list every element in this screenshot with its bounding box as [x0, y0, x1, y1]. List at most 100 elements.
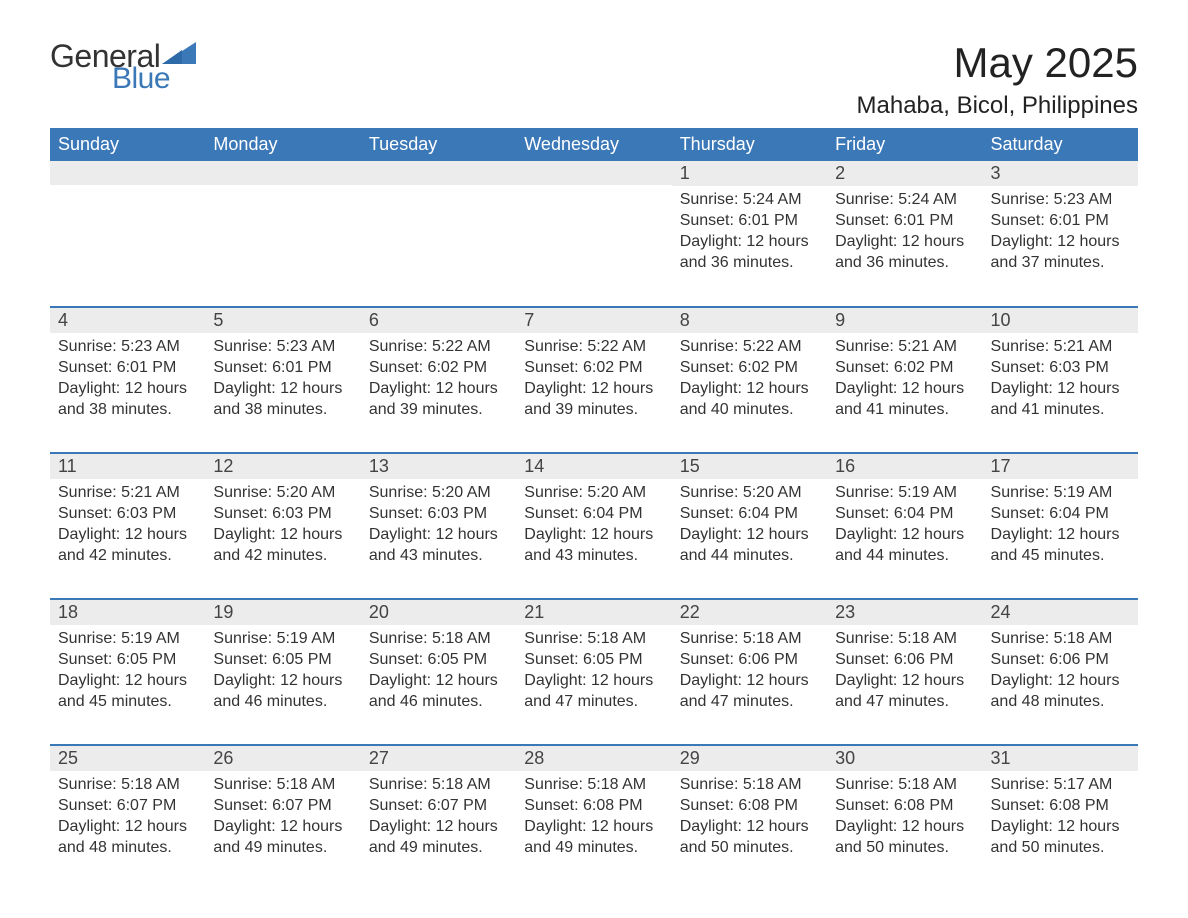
calendar-cell: 19Sunrise: 5:19 AMSunset: 6:05 PMDayligh…	[205, 599, 360, 745]
sunrise-text: Sunrise: 5:24 AM	[680, 190, 819, 211]
calendar-cell: 31 Sunrise: 5:17 AMSunset: 6:08 PMDayligh…	[983, 745, 1138, 891]
day-number: 15	[672, 454, 827, 479]
daylight-text: Daylight: 12 hours and 42 minutes.	[58, 525, 197, 567]
day-number: 26	[205, 746, 360, 771]
weekday-header: Wednesday	[516, 128, 671, 161]
sunrise-text: Sunrise: 5:19 AM	[58, 629, 197, 650]
daylight-text: Daylight: 12 hours and 47 minutes.	[524, 671, 663, 713]
daylight-text: Daylight: 12 hours and 46 minutes.	[369, 671, 508, 713]
month-title: May 2025	[857, 40, 1139, 86]
calendar-cell	[50, 161, 205, 307]
daylight-text: Daylight: 12 hours and 45 minutes.	[991, 525, 1130, 567]
sunset-text: Sunset: 6:01 PM	[213, 358, 352, 379]
calendar-row: 1Sunrise: 5:24 AMSunset: 6:01 PMDaylight…	[50, 161, 1138, 307]
sunset-text: Sunset: 6:08 PM	[991, 796, 1130, 817]
day-details: Sunrise: 5:18 AMSunset: 6:08 PMDaylight:…	[827, 771, 982, 862]
day-details: Sunrise: 5:20 AMSunset: 6:04 PMDaylight:…	[516, 479, 671, 570]
sunset-text: Sunset: 6:02 PM	[835, 358, 974, 379]
calendar-cell: 16Sunrise: 5:19 AMSunset: 6:04 PMDayligh…	[827, 453, 982, 599]
calendar-cell: 8Sunrise: 5:22 AMSunset: 6:02 PMDaylight…	[672, 307, 827, 453]
calendar-cell: 10Sunrise: 5:21 AMSunset: 6:03 PMDayligh…	[983, 307, 1138, 453]
calendar-cell: 20Sunrise: 5:18 AMSunset: 6:05 PMDayligh…	[361, 599, 516, 745]
day-details	[361, 185, 516, 193]
sunset-text: Sunset: 6:07 PM	[213, 796, 352, 817]
day-number: 23	[827, 600, 982, 625]
day-details: Sunrise: 5:21 AMSunset: 6:03 PMDaylight:…	[50, 479, 205, 570]
weekday-header-row: Sunday Monday Tuesday Wednesday Thursday…	[50, 128, 1138, 161]
day-number: 11	[50, 454, 205, 479]
calendar-cell: 22Sunrise: 5:18 AMSunset: 6:06 PMDayligh…	[672, 599, 827, 745]
calendar-cell: 27Sunrise: 5:18 AMSunset: 6:07 PMDayligh…	[361, 745, 516, 891]
sunrise-text: Sunrise: 5:23 AM	[58, 337, 197, 358]
daylight-text: Daylight: 12 hours and 38 minutes.	[58, 379, 197, 421]
day-number	[205, 161, 360, 185]
calendar-row: 4Sunrise: 5:23 AMSunset: 6:01 PMDaylight…	[50, 307, 1138, 453]
day-number: 31	[983, 746, 1138, 771]
sunrise-text: Sunrise: 5:18 AM	[680, 629, 819, 650]
sunset-text: Sunset: 6:04 PM	[524, 504, 663, 525]
daylight-text: Daylight: 12 hours and 37 minutes.	[991, 232, 1130, 274]
daylight-text: Daylight: 12 hours and 49 minutes.	[213, 817, 352, 859]
sunrise-text: Sunrise: 5:18 AM	[680, 775, 819, 796]
sunrise-text: Sunrise: 5:23 AM	[213, 337, 352, 358]
day-number: 16	[827, 454, 982, 479]
sunrise-text: Sunrise: 5:18 AM	[58, 775, 197, 796]
sunset-text: Sunset: 6:01 PM	[680, 211, 819, 232]
sunrise-text: Sunrise: 5:19 AM	[835, 483, 974, 504]
day-details	[50, 185, 205, 193]
day-details: Sunrise: 5:18 AMSunset: 6:08 PMDaylight:…	[516, 771, 671, 862]
day-number: 25	[50, 746, 205, 771]
day-details: Sunrise: 5:22 AMSunset: 6:02 PMDaylight:…	[516, 333, 671, 424]
day-details: Sunrise: 5:18 AMSunset: 6:06 PMDaylight:…	[983, 625, 1138, 716]
day-number: 3	[983, 161, 1138, 186]
day-number: 22	[672, 600, 827, 625]
calendar-row: 25Sunrise: 5:18 AMSunset: 6:07 PMDayligh…	[50, 745, 1138, 891]
sunset-text: Sunset: 6:01 PM	[835, 211, 974, 232]
day-number: 5	[205, 308, 360, 333]
daylight-text: Daylight: 12 hours and 50 minutes.	[991, 817, 1130, 859]
daylight-text: Daylight: 12 hours and 42 minutes.	[213, 525, 352, 567]
day-details: Sunrise: 5:18 AMSunset: 6:07 PMDaylight:…	[205, 771, 360, 862]
sunrise-text: Sunrise: 5:21 AM	[835, 337, 974, 358]
daylight-text: Daylight: 12 hours and 48 minutes.	[991, 671, 1130, 713]
sunrise-text: Sunrise: 5:22 AM	[524, 337, 663, 358]
day-number: 4	[50, 308, 205, 333]
day-details: Sunrise: 5:23 AMSunset: 6:01 PMDaylight:…	[983, 186, 1138, 277]
calendar-cell: 7Sunrise: 5:22 AMSunset: 6:02 PMDaylight…	[516, 307, 671, 453]
sunrise-text: Sunrise: 5:20 AM	[213, 483, 352, 504]
calendar-cell: 17Sunrise: 5:19 AMSunset: 6:04 PMDayligh…	[983, 453, 1138, 599]
day-details: Sunrise: 5:18 AMSunset: 6:07 PMDaylight:…	[50, 771, 205, 862]
day-number: 12	[205, 454, 360, 479]
day-details: Sunrise: 5:19 AMSunset: 6:04 PMDaylight:…	[983, 479, 1138, 570]
day-number: 2	[827, 161, 982, 186]
day-details: Sunrise: 5:20 AMSunset: 6:04 PMDaylight:…	[672, 479, 827, 570]
day-details: Sunrise: 5:19 AMSunset: 6:04 PMDaylight:…	[827, 479, 982, 570]
day-details: Sunrise: 5:23 AMSunset: 6:01 PMDaylight:…	[205, 333, 360, 424]
daylight-text: Daylight: 12 hours and 44 minutes.	[680, 525, 819, 567]
day-number: 28	[516, 746, 671, 771]
sunrise-text: Sunrise: 5:18 AM	[835, 629, 974, 650]
day-details: Sunrise: 5:18 AMSunset: 6:05 PMDaylight:…	[361, 625, 516, 716]
calendar-cell: 21Sunrise: 5:18 AMSunset: 6:05 PMDayligh…	[516, 599, 671, 745]
day-details: Sunrise: 5:18 AMSunset: 6:08 PMDaylight:…	[672, 771, 827, 862]
sunrise-text: Sunrise: 5:20 AM	[524, 483, 663, 504]
day-details: Sunrise: 5:18 AMSunset: 6:06 PMDaylight:…	[672, 625, 827, 716]
day-number: 1	[672, 161, 827, 186]
weekday-header: Monday	[205, 128, 360, 161]
sunset-text: Sunset: 6:07 PM	[369, 796, 508, 817]
calendar-cell: 15Sunrise: 5:20 AMSunset: 6:04 PMDayligh…	[672, 453, 827, 599]
sunrise-text: Sunrise: 5:17 AM	[991, 775, 1130, 796]
sunset-text: Sunset: 6:02 PM	[524, 358, 663, 379]
daylight-text: Daylight: 12 hours and 46 minutes.	[213, 671, 352, 713]
day-details	[205, 185, 360, 193]
day-number: 10	[983, 308, 1138, 333]
day-details: Sunrise: 5:19 AMSunset: 6:05 PMDaylight:…	[205, 625, 360, 716]
day-details: Sunrise: 5:18 AMSunset: 6:05 PMDaylight:…	[516, 625, 671, 716]
day-number: 27	[361, 746, 516, 771]
daylight-text: Daylight: 12 hours and 50 minutes.	[680, 817, 819, 859]
day-number: 14	[516, 454, 671, 479]
sunrise-text: Sunrise: 5:18 AM	[991, 629, 1130, 650]
calendar-cell: 30Sunrise: 5:18 AMSunset: 6:08 PMDayligh…	[827, 745, 982, 891]
calendar-cell: 2Sunrise: 5:24 AMSunset: 6:01 PMDaylight…	[827, 161, 982, 307]
daylight-text: Daylight: 12 hours and 41 minutes.	[835, 379, 974, 421]
